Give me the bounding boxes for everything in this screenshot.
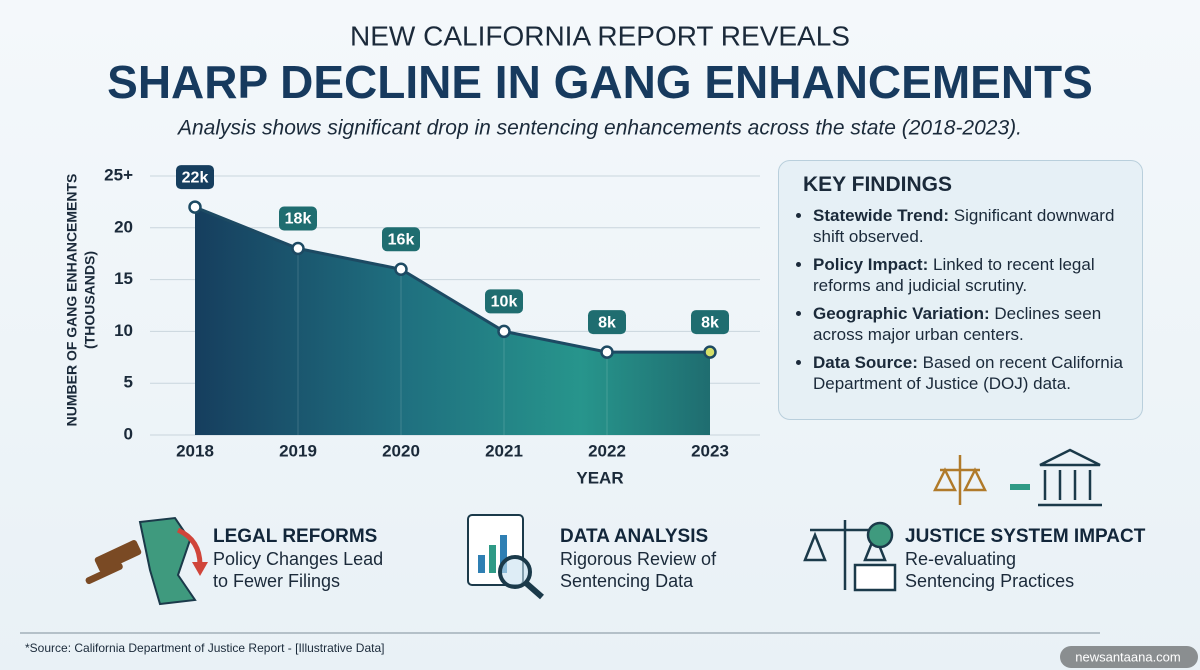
- value-label-bg: [382, 227, 420, 252]
- finding-label: Statewide Trend:: [813, 206, 950, 225]
- value-label-bg: [485, 289, 523, 314]
- highlight: LEGAL REFORMS Policy Changes Lead to Fewer…: [213, 526, 383, 592]
- point: [188, 200, 202, 214]
- point: [600, 345, 614, 359]
- highlight-text: Re-evaluating: [905, 549, 1017, 569]
- value-label-bg: [691, 310, 729, 335]
- point: [497, 324, 511, 339]
- icon-legal: [85, 516, 208, 606]
- highlight-text: Rigorous Review of: [560, 549, 717, 569]
- value-label: 22k: [182, 169, 209, 186]
- x-tick-label: 2019: [279, 441, 317, 460]
- finding-text: Declines seen across major urban centers…: [813, 304, 1102, 344]
- line: [194, 205, 710, 354]
- y-axis-label: NUMBER OF GANG ENHANCEMENTS: [64, 174, 80, 427]
- x-axis-label: YEAR: [576, 468, 623, 487]
- icon-justice: [803, 448, 1102, 592]
- value-label: 8k: [598, 314, 616, 331]
- point: [394, 262, 408, 276]
- highlight-title: DATA ANALYSIS: [560, 526, 709, 547]
- finding-label: Policy Impact:: [813, 255, 929, 274]
- y-tick-label: 0: [124, 424, 133, 443]
- watermark-bg: [1060, 646, 1198, 668]
- highlight-text: Policy Changes Lead: [213, 549, 384, 569]
- finding-label: Data Source:: [813, 353, 918, 372]
- title: SHARP DECLINE IN GANG ENHANCEMENTS: [107, 56, 1093, 108]
- highlight-title: JUSTICE SYSTEM IMPACT: [905, 526, 1146, 547]
- x-tick-label: 2022: [588, 441, 626, 460]
- subtitle: Analysis shows significant drop in sente…: [176, 117, 1022, 140]
- y-tick-label: 15: [114, 269, 133, 288]
- y-tick-label: 5: [124, 373, 133, 392]
- finding-label: Geographic Variation:: [813, 304, 990, 323]
- finding: Statewide Trend: Significant downward sh…: [813, 205, 1124, 247]
- finding: Policy Impact: Linked to recent legal re…: [813, 254, 1124, 296]
- x-tick-label: 2020: [382, 441, 420, 460]
- value-label-bg: [279, 206, 317, 231]
- highlight-text: to Fewer Filings: [213, 571, 341, 591]
- icon-data: [467, 514, 544, 600]
- finding: Data Source: Based on recent California …: [813, 352, 1124, 394]
- finding: Geographic Variation: Declines seen acro…: [813, 303, 1124, 345]
- x-tick-label: 2023: [691, 441, 729, 460]
- point: [703, 345, 717, 359]
- y-tick-label: 25+: [104, 165, 133, 184]
- value-label-bg: [588, 310, 626, 335]
- x-tick-label: 2018: [176, 441, 214, 460]
- x-tick-label: 2021: [485, 441, 523, 460]
- y-tick-label: 20: [114, 217, 133, 236]
- key-findings-title: KEY FINDINGS: [803, 173, 952, 196]
- highlight-text: Sentencing Data: [560, 571, 694, 591]
- value-label: 16k: [388, 231, 415, 248]
- source: *Source: California Department of Justic…: [25, 641, 384, 655]
- highlight: DATA ANALYSIS Rigorous Review of Sentencin…: [560, 526, 716, 592]
- point: [291, 241, 305, 256]
- key-findings: KEY FINDINGS Statewide Trend: Significan…: [778, 160, 1143, 420]
- value-label: 10k: [491, 294, 518, 311]
- kicker: NEW CALIFORNIA REPORT REVEALS: [350, 20, 850, 51]
- highlight-title: LEGAL REFORMS: [213, 526, 378, 547]
- value-label-bg: [176, 165, 214, 190]
- value-label: 8k: [701, 314, 719, 331]
- y-tick-label: 10: [114, 321, 133, 340]
- finding-text: Significant downward shift observed.: [813, 206, 1115, 246]
- highlight: JUSTICE SYSTEM IMPACT Re-evaluating Senten…: [905, 526, 1145, 592]
- highlight-text: Sentencing Practices: [905, 571, 1075, 591]
- key-findings-list: Statewide Trend: Significant downward sh…: [797, 205, 1124, 394]
- finding-text: Linked to recent legal reforms and judic…: [813, 255, 1095, 295]
- area: [195, 207, 710, 435]
- watermark: newsantaana.com: [1075, 649, 1181, 664]
- value-label: 18k: [285, 211, 312, 228]
- finding-text: Based on recent California Department of…: [813, 353, 1123, 393]
- y-axis-label: (THOUSANDS): [82, 251, 98, 349]
